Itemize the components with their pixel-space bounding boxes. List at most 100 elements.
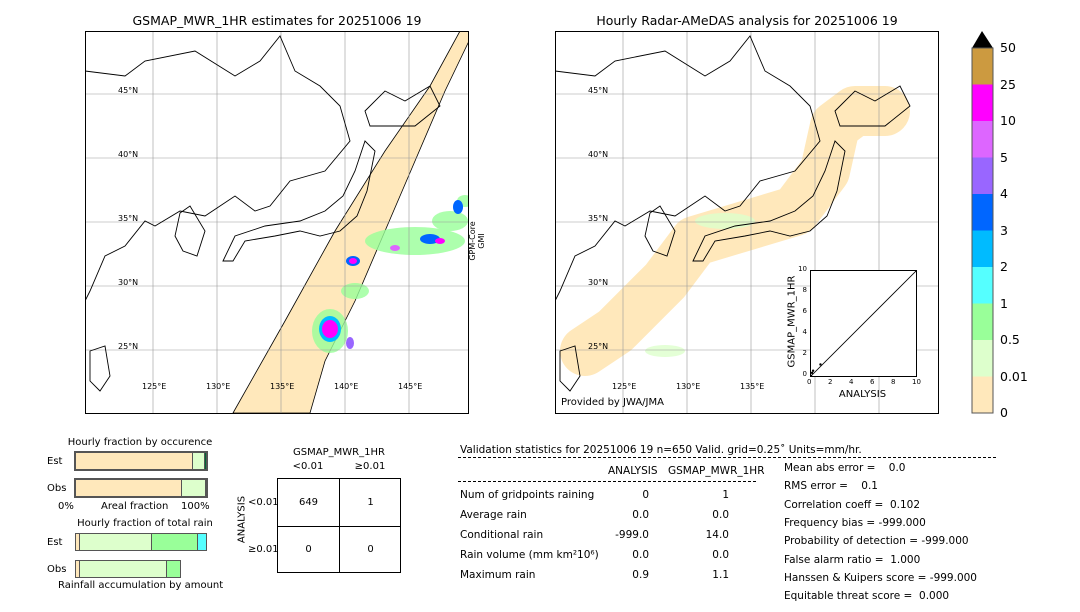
stat-analysis-value: 0.9: [632, 569, 649, 581]
cell-miss: 0: [305, 544, 312, 555]
scatter-point: [819, 363, 822, 366]
lon-label: 130°E: [676, 382, 701, 391]
colorbar-label: 50: [1000, 40, 1016, 55]
cell-hit: 0: [367, 544, 374, 555]
scatter-y-tick: 6: [802, 307, 807, 315]
lon-label: 125°E: [612, 382, 637, 391]
bar-segment: [167, 560, 181, 578]
lon-label: 140°E: [334, 382, 359, 391]
col-header: ≥0.01: [354, 461, 386, 472]
colorbar-segment: [972, 230, 993, 268]
bar-segment: [205, 452, 207, 470]
lon-label: 125°E: [142, 382, 167, 391]
score-line: Mean abs error = 0.0: [784, 462, 906, 474]
scatter-point: [811, 369, 815, 372]
scatter-xlabel: ANALYSIS: [838, 389, 887, 400]
colorbar-segment: [972, 48, 993, 85]
colorbar-extend-arrow: [972, 31, 993, 48]
data-credit: Provided by JWA/JMA: [561, 397, 664, 408]
bar-segment: [181, 479, 206, 497]
x-tick-0: 0%: [58, 501, 74, 512]
colorbar-segment: [972, 194, 993, 231]
stat-gsmap-value: 0.0: [712, 549, 729, 561]
stats-header: Validation statistics for 20251006 19 n=…: [460, 444, 862, 456]
stat-label: Maximum rain: [460, 569, 536, 581]
scatter-y-tick: 0: [802, 370, 807, 378]
col-header: <0.01: [292, 461, 324, 472]
scatter-x-tick: 0: [807, 378, 812, 386]
coastline: [555, 35, 911, 392]
scatter-y-tick: 2: [802, 349, 807, 357]
colorbar-label: 10: [1000, 113, 1016, 128]
bar-segment: [75, 479, 182, 497]
heavy-rain-cells: [319, 200, 463, 349]
scatter-y-tick: 8: [802, 286, 807, 294]
row-axis-label: ANALYSIS: [236, 495, 248, 544]
scatter-x-tick: 8: [891, 378, 896, 386]
bar-segment: [75, 560, 81, 578]
col-gsmap: GSMAP_MWR_1HR: [668, 465, 765, 477]
stat-gsmap-value: 1.1: [712, 569, 729, 581]
lat-label: 40°N: [588, 150, 609, 159]
left-map-title: GSMAP_MWR_1HR estimates for 20251006 19: [132, 13, 422, 28]
scatter-area: [809, 270, 917, 378]
score-line: False alarm ratio = 1.000: [784, 553, 921, 566]
est-label: Est: [47, 537, 63, 548]
scatter-plot: [809, 270, 917, 378]
stat-analysis-value: -999.0: [615, 529, 649, 541]
lat-label: 30°N: [118, 278, 139, 287]
scatter-x-tick: 2: [828, 378, 833, 386]
colorbar-segment: [972, 376, 993, 414]
colorbar-label: 4: [1000, 186, 1008, 201]
obs-label: Obs: [47, 564, 67, 575]
colorbar-segment: [972, 157, 993, 195]
colorbar-label: 5: [1000, 149, 1008, 165]
colorbar-segment: [972, 340, 993, 377]
score-line: Correlation coeff = 0.102: [784, 498, 920, 511]
colorbar-label: 2: [1000, 259, 1008, 274]
stat-analysis-value: 0: [642, 489, 649, 501]
bar-segment: [193, 452, 205, 470]
stat-label: Conditional rain: [460, 529, 544, 541]
occurrence-obs-bar: [74, 478, 208, 498]
diagonal-line: [810, 270, 917, 377]
scatter-point: [810, 371, 814, 375]
obs-label: Obs: [47, 483, 67, 494]
left-map: [85, 31, 469, 414]
rain-fraction-title: Hourly fraction of total rain: [77, 518, 213, 529]
score-line: Hanssen & Kuipers score = -999.000: [784, 571, 977, 584]
lon-label: 135°E: [740, 382, 765, 391]
stat-gsmap-value: 14.0: [705, 529, 729, 541]
lat-label: 45°N: [118, 86, 139, 95]
bar-segment: [151, 533, 198, 551]
bar-segment: [75, 452, 194, 470]
contingency-title: GSMAP_MWR_1HR: [293, 447, 385, 458]
bar-segment: [205, 479, 207, 497]
lat-label: 25°N: [588, 342, 609, 351]
colorbar-label: 0.5: [1000, 332, 1020, 347]
coastline: [85, 35, 441, 392]
colorbar-label: 3: [1000, 222, 1008, 238]
right-map-title: Hourly Radar-AMeDAS analysis for 2025100…: [596, 13, 898, 28]
row-header: <0.01: [248, 497, 279, 508]
score-line: Equitable threat score = 0.000: [784, 590, 950, 603]
colorbar-label: 25: [1000, 76, 1016, 92]
cell-hits-neg: 649: [298, 497, 319, 508]
colorbar-segment: [972, 84, 993, 122]
est-label: Est: [47, 456, 63, 467]
scatter-x-tick: 6: [870, 378, 875, 386]
scatter-ylabel: GSMAP_MWR_1HR: [786, 275, 798, 368]
cell-false-alarm: 1: [367, 497, 374, 508]
occurrence-xlabel: Areal fraction: [101, 501, 169, 512]
scatter-y-tick: 4: [802, 328, 807, 336]
scatter-x-tick: 10: [912, 378, 921, 386]
bar-segment: [80, 560, 168, 578]
row-header: ≥0.01: [248, 544, 279, 555]
colorbar-segment: [972, 303, 993, 341]
lat-label: 40°N: [118, 150, 139, 159]
col-analysis: ANALYSIS: [608, 465, 658, 477]
analysis-coverage: [560, 86, 910, 376]
lat-label: 25°N: [118, 342, 139, 351]
lat-label: 35°N: [118, 214, 139, 223]
x-tick-100: 100%: [181, 501, 210, 512]
